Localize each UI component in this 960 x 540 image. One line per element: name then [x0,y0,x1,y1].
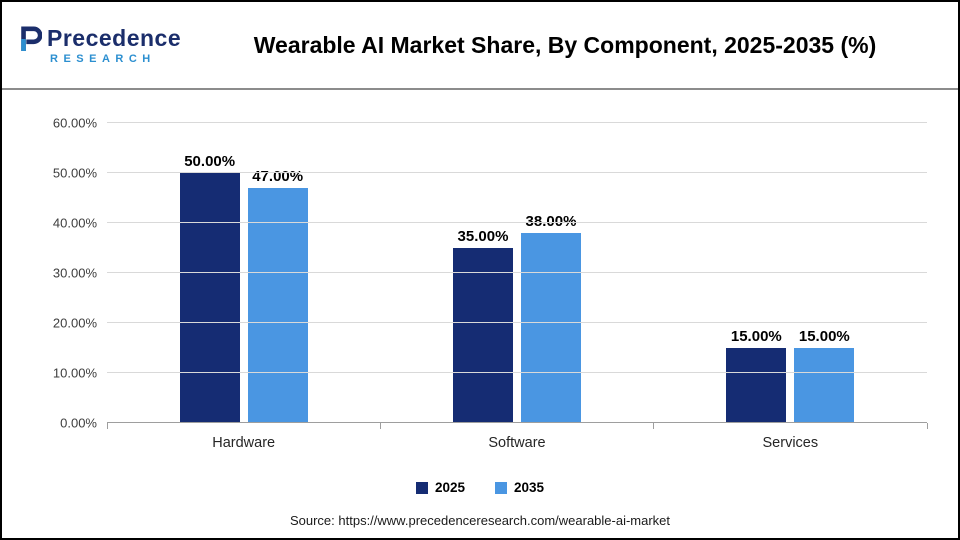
bar-value-label: 35.00% [457,228,509,245]
bar-value-label: 38.00% [525,213,577,230]
bar-2035-software [520,233,581,423]
precedence-research-logo: Precedence RESEARCH [2,25,182,65]
bar-groups: 50.00% 47.00% 35.00% 38.00% 15.00% 15.00% [107,123,927,423]
bar-value-label: 47.00% [252,168,304,185]
bar-2035-services [794,348,855,423]
y-tick-label: 10.00% [52,365,97,381]
bar-value-label: 50.00% [184,153,236,170]
gridline [107,322,927,323]
precedence-logo-icon [18,26,42,52]
bar-2025-services [726,348,787,423]
header: Precedence RESEARCH Wearable AI Market S… [2,2,958,88]
bar-column: 38.00% [520,213,581,423]
x-axis-tick [926,423,928,429]
header-divider [2,88,958,90]
x-axis-label-services: Services [762,435,819,451]
x-axis-line [107,422,927,423]
x-axis-labels: Hardware Software Services [107,435,927,451]
gridline [107,272,927,273]
y-tick-label: 40.00% [52,215,97,231]
source-text: Source: https://www.precedenceresearch.c… [289,513,671,528]
bar-column: 15.00% [726,328,787,423]
gridline [107,222,927,223]
logo-subtext: RESEARCH [50,53,156,65]
legend-swatch-2025 [415,481,428,494]
bar-group-services: 15.00% 15.00% [654,328,927,423]
x-axis-tick [653,423,655,429]
gridline [107,122,927,123]
gridline [107,372,927,373]
x-axis-tick [106,423,108,429]
y-tick-label: 30.00% [52,265,97,281]
bar-column: 15.00% [794,328,855,423]
y-tick-label: 0.00% [60,415,97,431]
logo-wordmark: Precedence [47,25,182,51]
legend-item-2025: 2025 [415,480,465,495]
bar-group-software: 35.00% 38.00% [380,213,653,423]
bar-column: 35.00% [452,228,513,423]
bar-value-label: 15.00% [730,328,782,345]
legend: 2025 2035 [2,480,958,495]
bar-2025-hardware [179,173,240,423]
legend-label-2035: 2035 [514,480,545,495]
legend-label-2025: 2025 [434,480,465,495]
plot-area: 50.00% 47.00% 35.00% 38.00% 15.00% 15.00% 0.0… [53,116,928,431]
bar-2025-software [452,248,513,423]
bar-chart: 50.00% 47.00% 35.00% 38.00% 15.00% 15.00% 0.0… [2,90,958,538]
bar-column: 50.00% [179,153,240,423]
y-tick-label: 50.00% [52,165,97,181]
gridline [107,172,927,173]
legend-item-2035: 2035 [495,480,544,495]
bar-value-label: 15.00% [798,328,850,345]
bar-group-hardware: 50.00% 47.00% [107,153,380,423]
chart-title: Wearable AI Market Share, By Component, … [253,31,877,58]
x-axis-label-software: Software [488,435,546,451]
bar-column: 47.00% [247,168,308,423]
x-axis-label-hardware: Hardware [212,435,276,451]
bar-2035-hardware [247,188,308,423]
y-tick-label: 20.00% [52,315,97,331]
legend-swatch-2035 [495,481,507,494]
x-axis-tick [379,423,381,429]
y-tick-label: 60.00% [52,115,97,131]
